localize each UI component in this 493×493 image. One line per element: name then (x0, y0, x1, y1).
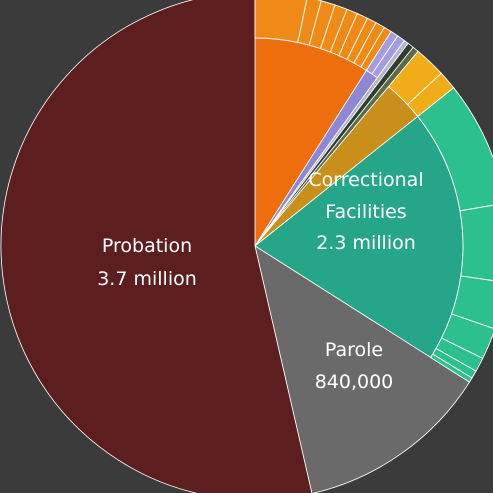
facilities-label-name-2: Facilities (325, 201, 406, 223)
parole-label-name: Parole (325, 339, 383, 361)
facilities-label-name-1: Correctional (308, 169, 423, 191)
parole-label-value: 840,000 (315, 371, 394, 393)
pie-slices (0, 0, 471, 493)
probation-label-value: 3.7 million (97, 268, 197, 290)
slice-probation (0, 0, 313, 493)
ring-correctional-facilities-7 (429, 353, 473, 383)
outer-ring-segments (254, 0, 493, 383)
probation-label-name: Probation (102, 235, 192, 257)
slice-labels: Probation 3.7 million Correctional Facil… (97, 169, 423, 393)
facilities-label-value: 2.3 million (316, 232, 416, 254)
ring-small-category-2-2 (371, 35, 405, 79)
ring-correctional-facilities-2 (459, 204, 493, 282)
slice-parole (254, 245, 471, 493)
